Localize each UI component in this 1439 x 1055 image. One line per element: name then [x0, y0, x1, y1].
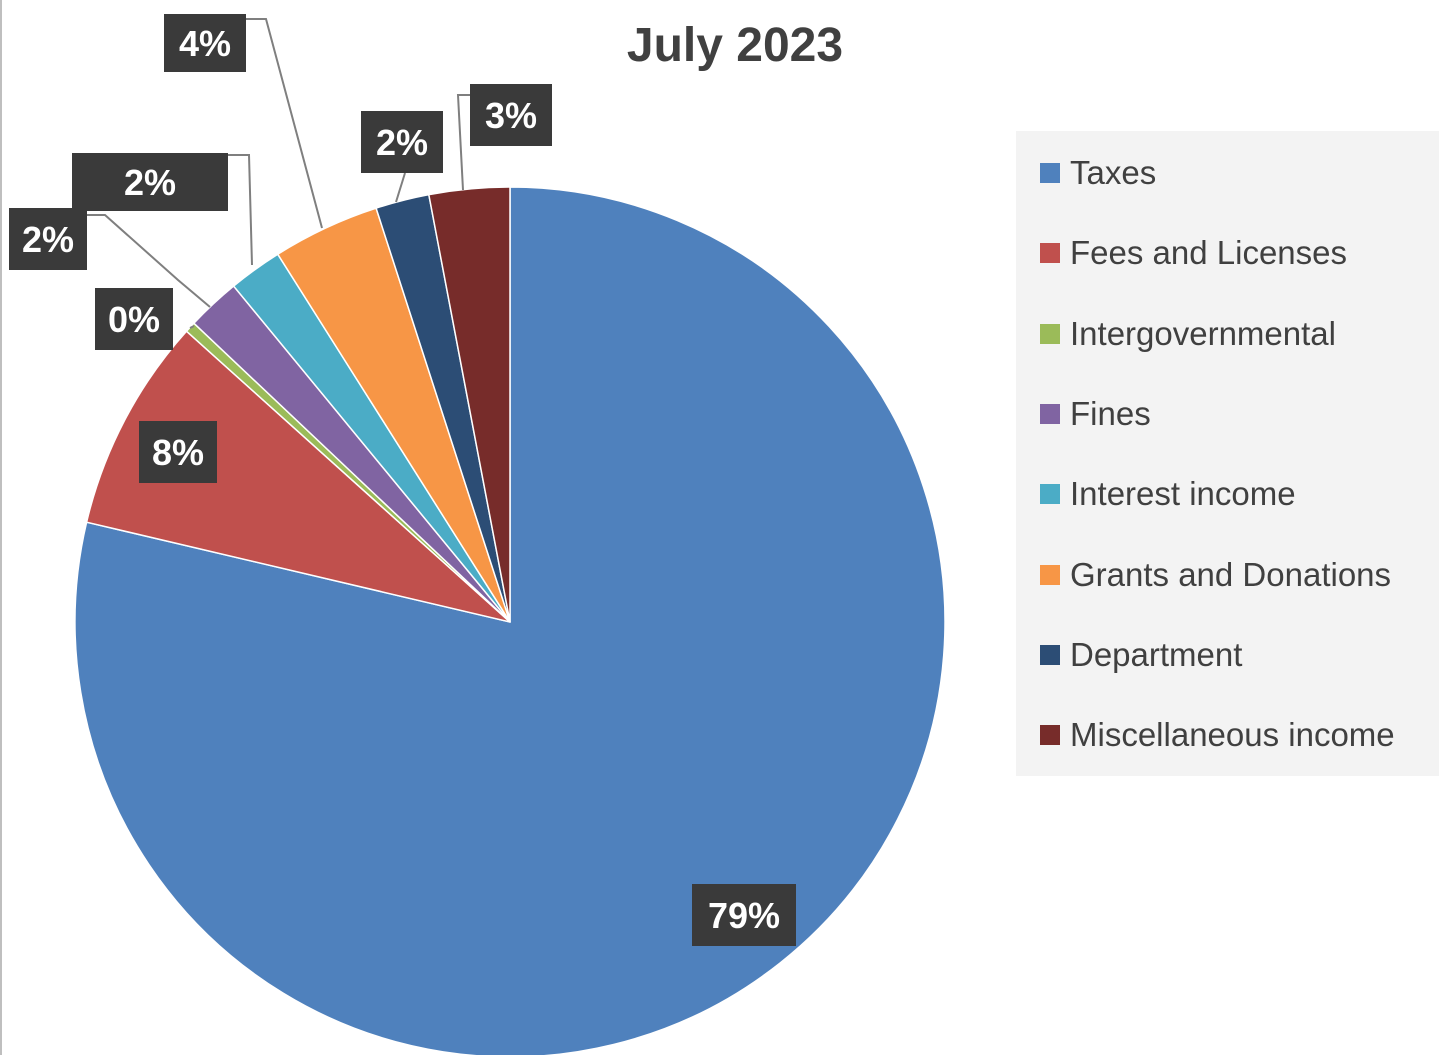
legend-swatch — [1040, 403, 1060, 424]
leader-line — [456, 94, 470, 191]
legend-label: Miscellaneous income — [1070, 716, 1395, 754]
chart-title: July 2023 — [626, 19, 844, 72]
data-label-box — [164, 14, 246, 72]
chart-border — [0, 0, 5, 1055]
data-label-box — [692, 884, 796, 946]
leader-line — [189, 325, 195, 329]
legend-item: Fines — [1040, 392, 1151, 436]
data-label-text: 0% — [108, 299, 160, 340]
legend-item: Department — [1040, 633, 1242, 677]
legend-label: Department — [1070, 635, 1243, 673]
data-label: 79% — [692, 884, 796, 946]
chart-legend: Taxes Fees and Licenses Intergovernmental F… — [1016, 131, 1439, 776]
legend-item: Intergovernmental — [1040, 312, 1336, 356]
data-label: 4% — [164, 14, 246, 72]
data-label-text: 79% — [708, 895, 780, 936]
legend-item: Fees and Licenses — [1040, 231, 1347, 275]
leader-line — [246, 18, 323, 229]
legend-item: Taxes — [1040, 151, 1156, 195]
legend-item: Miscellaneous income — [1040, 713, 1395, 757]
leader-line — [87, 214, 211, 308]
data-label-box — [95, 288, 173, 350]
leader-line — [228, 154, 253, 266]
data-label-box — [139, 421, 217, 483]
data-label-box — [470, 84, 552, 146]
data-label-box — [72, 153, 228, 211]
data-label: 2% — [9, 208, 87, 270]
legend-label: Fines — [1070, 394, 1151, 432]
legend-swatch — [1040, 564, 1060, 585]
data-label: 3% — [470, 84, 552, 146]
data-label-text: 8% — [152, 432, 204, 473]
data-label-box — [361, 111, 443, 173]
legend-label: Fees and Licenses — [1070, 234, 1348, 272]
data-label: 2% — [361, 111, 443, 173]
legend-swatch — [1040, 163, 1060, 183]
legend-item: Grants and Donations — [1040, 553, 1391, 597]
data-label-box — [9, 208, 87, 270]
legend-swatch — [1040, 644, 1060, 665]
legend-label: Intergovernmental — [1070, 314, 1336, 352]
legend-label: Grants and Donations — [1070, 555, 1392, 593]
leader-line — [395, 172, 406, 203]
data-label-text: 2% — [124, 162, 176, 203]
legend-item: Interest income — [1040, 472, 1296, 516]
data-label-text: 2% — [376, 122, 428, 163]
legend-label: Interest income — [1070, 475, 1296, 513]
pie-slice-miscellaneous-income — [427, 186, 511, 623]
pie-slice-fees-and-licenses — [85, 330, 511, 623]
pie-slice-taxes — [74, 186, 946, 1055]
legend-swatch — [1040, 243, 1060, 264]
legend-swatch — [1040, 323, 1060, 344]
data-label: 8% — [139, 421, 217, 483]
data-label: 0% — [95, 288, 173, 350]
data-label-text: 4% — [179, 23, 231, 64]
legend-swatch — [1040, 725, 1060, 746]
legend-swatch — [1040, 484, 1060, 505]
data-label-text: 3% — [485, 95, 537, 136]
data-label: 2% — [72, 153, 228, 211]
legend-label: Taxes — [1070, 154, 1157, 191]
data-label-text: 2% — [22, 219, 74, 260]
